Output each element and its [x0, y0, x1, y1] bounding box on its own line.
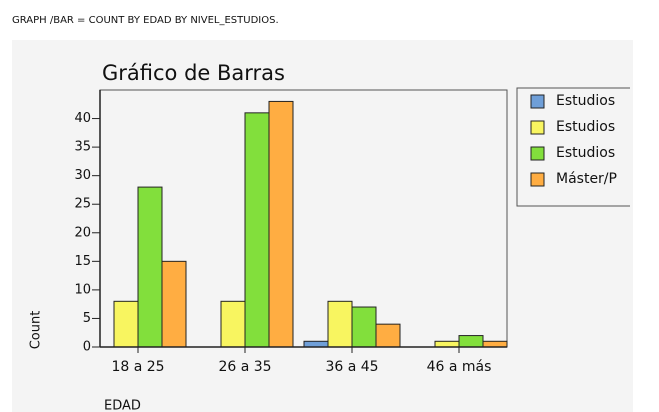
x-tick-label: 18 a 25: [111, 359, 164, 375]
bar: [137, 186, 163, 348]
y-tick-label: 30: [74, 168, 91, 183]
bar: [327, 300, 353, 348]
bar: [113, 300, 139, 348]
y-tick-label: 10: [74, 282, 91, 297]
legend-swatch: [530, 120, 545, 135]
y-tick-label: 15: [74, 254, 91, 269]
legend-swatch: [530, 172, 545, 187]
x-tick-label: 46 a más: [427, 359, 492, 375]
bar: [351, 306, 377, 348]
y-tick-label: 40: [74, 111, 91, 126]
legend-box: [516, 87, 630, 207]
x-axis-label: EDAD: [104, 399, 141, 412]
y-tick-label: 5: [83, 311, 91, 326]
y-tick-label: 0: [83, 340, 91, 355]
x-tick-label: 36 a 45: [325, 359, 378, 375]
legend-label: Estudios: [556, 119, 615, 135]
y-axis-label: Count: [29, 311, 44, 350]
bar: [434, 340, 460, 348]
legend-label: Estudios: [556, 93, 615, 109]
bar: [268, 100, 294, 348]
legend-swatch: [530, 146, 545, 161]
bar: [375, 323, 401, 348]
bar: [161, 260, 187, 348]
panel: [12, 40, 633, 412]
bar: [482, 340, 508, 348]
bar: [220, 300, 246, 348]
bar: [303, 340, 329, 348]
y-tick-label: 25: [74, 197, 91, 212]
bar: [458, 335, 484, 348]
legend-swatch: [530, 94, 545, 109]
legend: Estudios Estudios Estudios Máster/P: [516, 87, 630, 207]
y-tick-label: 35: [74, 140, 91, 155]
y-tick-label: 20: [74, 225, 91, 240]
x-tick-label: 26 a 35: [218, 359, 271, 375]
legend-label: Máster/P: [556, 171, 617, 187]
syntax-header: GRAPH /BAR = COUNT BY EDAD BY NIVEL_ESTU…: [12, 15, 279, 26]
bar: [244, 112, 270, 348]
legend-label: Estudios: [556, 145, 615, 161]
chart-title: Gráfico de Barras: [102, 61, 285, 85]
